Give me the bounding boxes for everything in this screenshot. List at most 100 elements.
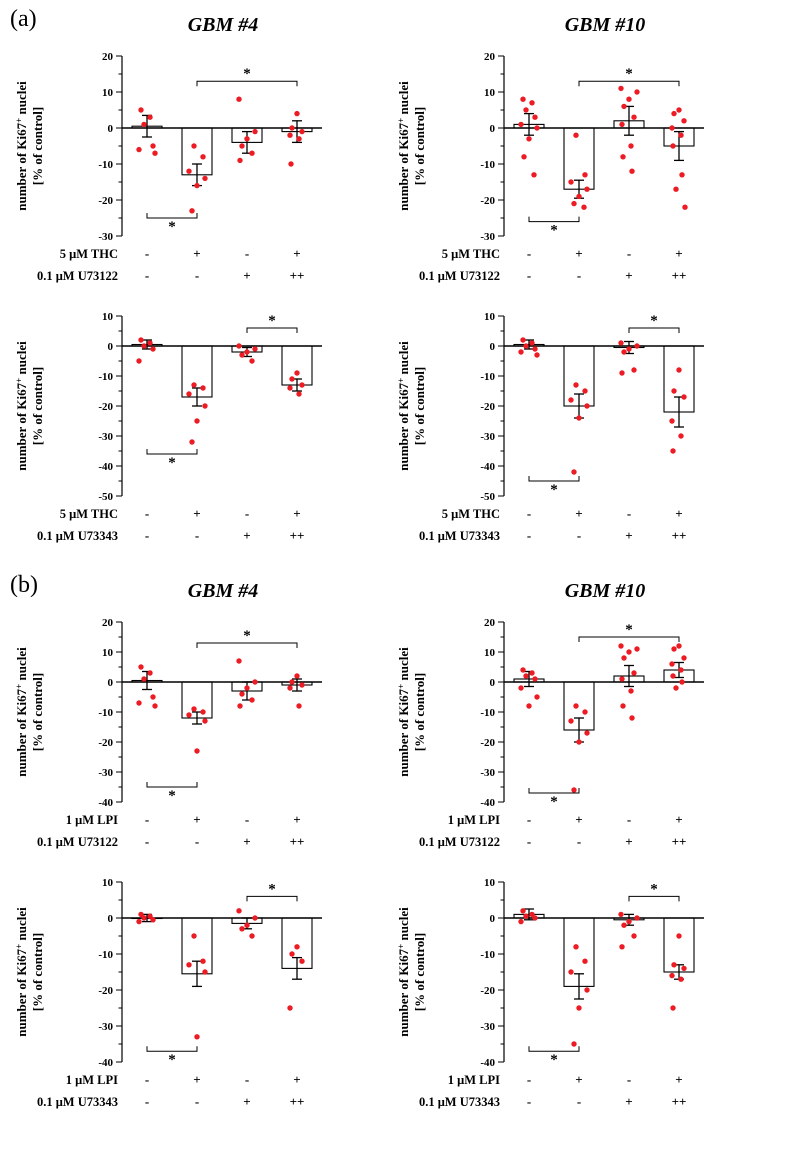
data-point [249, 933, 255, 939]
svg-text:number of Ki67+ nuclei: number of Ki67+ nuclei [14, 341, 29, 471]
data-point [620, 154, 626, 160]
data-point [576, 1005, 582, 1011]
chart-b-gbm4-u73343: number of Ki67+ nuclei [% of control] 10 0 -… [4, 868, 380, 1120]
significance-brackets: ** [528, 66, 680, 239]
svg-text:0: 0 [490, 123, 496, 135]
data-point [523, 913, 529, 919]
svg-text:0.1 μM U73343: 0.1 μM U73343 [37, 1095, 118, 1109]
data-point [150, 143, 156, 149]
data-point [141, 676, 147, 682]
svg-text:-: - [527, 246, 531, 261]
svg-text:-: - [527, 834, 531, 849]
y-axis: 10 0 -10 -20 -30 -40 [480, 877, 505, 1069]
svg-text:-: - [627, 246, 631, 261]
svg-text:+: + [625, 1094, 632, 1109]
svg-text:-: - [577, 268, 581, 283]
data-point [619, 370, 625, 376]
data-point [682, 204, 688, 210]
data-point [529, 100, 535, 106]
data-point [200, 154, 206, 160]
data-point [289, 679, 295, 685]
svg-text:++: ++ [672, 268, 687, 283]
svg-text:[% of control]: [% of control] [30, 367, 45, 445]
svg-text:-: - [195, 268, 199, 283]
svg-text:number of Ki67+ nuclei: number of Ki67+ nuclei [14, 81, 29, 211]
data-point [287, 685, 293, 691]
data-point [621, 655, 627, 661]
data-point [244, 349, 250, 355]
data-point [573, 382, 579, 388]
chart-b-gbm10-u73343: number of Ki67+ nuclei [% of control] 10 0 -… [386, 868, 762, 1120]
svg-text:-: - [195, 528, 199, 543]
data-points [518, 337, 687, 475]
svg-text:0.1 μM U73122: 0.1 μM U73122 [419, 269, 500, 283]
data-point [136, 146, 142, 153]
data-point [289, 951, 295, 957]
data-point [532, 114, 538, 120]
svg-text:*: * [550, 1052, 558, 1068]
svg-text:+: + [193, 1072, 200, 1087]
data-point [236, 658, 242, 664]
data-point [576, 193, 582, 200]
data-point [294, 370, 300, 376]
data-point [138, 911, 144, 918]
data-point [520, 337, 526, 343]
svg-text:0: 0 [108, 123, 114, 135]
svg-text:-: - [527, 268, 531, 283]
data-point [619, 676, 625, 682]
data-point [296, 391, 302, 397]
data-point [152, 703, 158, 709]
svg-text:0: 0 [490, 341, 496, 353]
data-point [681, 118, 687, 124]
data-point [526, 703, 532, 709]
bars [513, 343, 695, 413]
data-point [186, 962, 192, 968]
svg-text:-10: -10 [98, 159, 113, 171]
data-point [138, 337, 144, 343]
data-point [520, 908, 526, 914]
svg-text:10: 10 [102, 647, 114, 659]
data-point [678, 667, 684, 673]
data-point [670, 1005, 676, 1011]
condition-rows: 5 μM THC - + - +0.1 μM U73122- - + ++ [419, 246, 686, 283]
data-point [202, 175, 208, 182]
y-axis: 20 10 0 -10 -20 -30 [98, 51, 123, 243]
error-bars [142, 670, 302, 725]
data-point [626, 649, 632, 655]
data-point [679, 172, 685, 178]
data-point [526, 136, 532, 142]
svg-text:[% of control]: [% of control] [30, 107, 45, 185]
data-point [628, 688, 634, 694]
data-point [239, 691, 245, 697]
data-point [299, 382, 305, 388]
data-point [634, 89, 640, 95]
data-point [191, 382, 197, 388]
panel-a-charts: number of Ki67+ nuclei [% of control] 20 10… [4, 42, 785, 554]
data-point [518, 349, 524, 355]
svg-text:+: + [293, 812, 300, 827]
svg-text:20: 20 [484, 51, 496, 63]
svg-text:10: 10 [102, 311, 114, 323]
data-point [676, 367, 682, 373]
svg-text:-: - [145, 246, 149, 261]
data-point [576, 415, 582, 421]
data-point [681, 394, 687, 400]
data-point [634, 915, 640, 921]
data-point [671, 962, 677, 968]
data-point [252, 679, 258, 685]
svg-text:-: - [627, 1072, 631, 1087]
svg-text:*: * [625, 622, 633, 638]
svg-text:+: + [675, 812, 682, 827]
svg-text:-40: -40 [98, 461, 113, 473]
svg-text:1 μM LPI: 1 μM LPI [448, 1073, 500, 1087]
chart-a-gbm4-u73122: number of Ki67+ nuclei [% of control] 20 10… [4, 42, 380, 294]
svg-text:0: 0 [490, 913, 496, 925]
svg-text:-40: -40 [480, 797, 495, 809]
data-point [289, 376, 295, 382]
data-point [676, 933, 682, 939]
svg-text:-40: -40 [480, 1057, 495, 1069]
svg-text:-: - [245, 246, 249, 261]
data-point [534, 352, 540, 358]
svg-text:number of Ki67+ nuclei: number of Ki67+ nuclei [396, 81, 411, 211]
data-point [568, 969, 574, 975]
